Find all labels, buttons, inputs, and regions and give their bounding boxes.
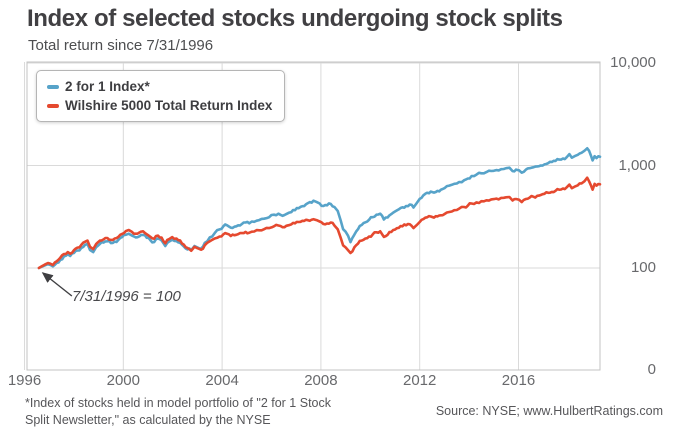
legend-label-2for1-index: 2 for 1 Index* bbox=[65, 79, 150, 94]
page-title: Index of selected stocks undergoing stoc… bbox=[27, 5, 563, 32]
legend-item-2for1-index: 2 for 1 Index* bbox=[47, 77, 272, 96]
legend-label-wilshire-5000: Wilshire 5000 Total Return Index bbox=[65, 98, 273, 113]
series-line-2for1-index bbox=[37, 147, 602, 270]
legend-line-marker-blue-icon bbox=[47, 84, 59, 89]
legend-line-marker-red-icon bbox=[47, 103, 59, 108]
x-axis-tick-label-2016: 2016 bbox=[501, 372, 536, 389]
x-axis-tick-label-2000: 2000 bbox=[106, 372, 140, 389]
legend: 2 for 1 Index* Wilshire 5000 Total Retur… bbox=[36, 70, 286, 122]
footnote-line-1: *Index of stocks held in model portfolio… bbox=[25, 396, 331, 410]
legend-item-wilshire-5000: Wilshire 5000 Total Return Index bbox=[47, 96, 272, 115]
page-subtitle: Total return since 7/31/1996 bbox=[28, 37, 214, 54]
source-attribution: Source: NYSE; www.HulbertRatings.com bbox=[435, 404, 663, 418]
y-axis-tick-label-100: 100 bbox=[630, 259, 656, 276]
y-axis-tick-label-10000: 10,000 bbox=[610, 54, 656, 71]
plot-border bbox=[26, 61, 601, 371]
x-axis-tick-label-2012: 2012 bbox=[403, 372, 437, 389]
footnote: *Index of stocks held in model portfolio… bbox=[25, 395, 331, 428]
y-axis-tick-label-1000: 1,000 bbox=[618, 156, 656, 174]
x-axis-tick-label-2008: 2008 bbox=[304, 372, 338, 389]
baseline-annotation: 7/31/1996 = 100 bbox=[72, 288, 181, 305]
footnote-line-2: Split Newsletter," as calculated by the … bbox=[25, 412, 271, 427]
series-line-wilshire-5000 bbox=[37, 176, 602, 270]
annotation-arrow bbox=[41, 272, 73, 297]
x-axis-tick-label-2004: 2004 bbox=[205, 372, 239, 389]
y-axis-tick-label-0: 0 bbox=[647, 360, 656, 378]
x-axis-tick-label-1996: 1996 bbox=[7, 372, 42, 389]
